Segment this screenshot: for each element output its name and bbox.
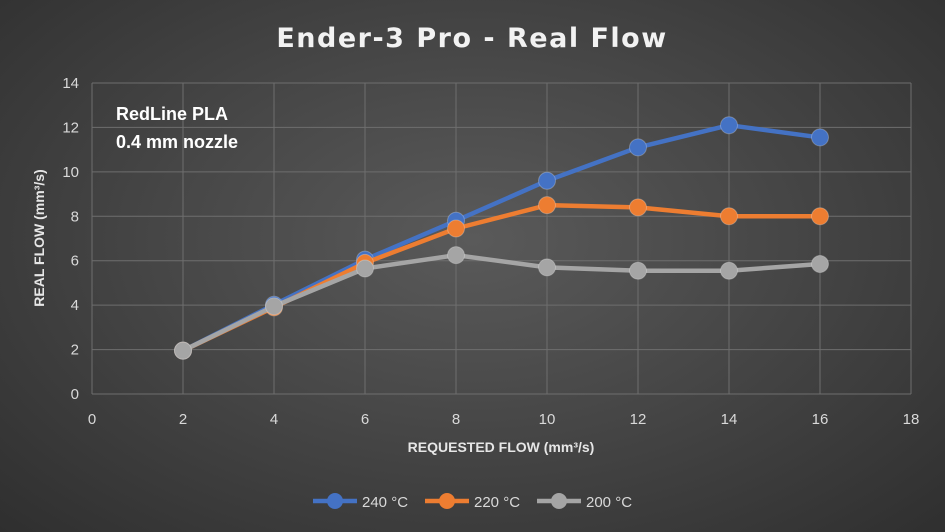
x-tick-label: 12 — [630, 411, 647, 428]
legend-marker — [327, 493, 343, 509]
data-point — [356, 259, 374, 278]
annotation-line-1: RedLine PLA — [116, 104, 228, 124]
series-0 — [174, 116, 829, 360]
data-point — [629, 198, 647, 217]
data-point — [265, 297, 283, 316]
data-point — [811, 207, 829, 226]
annotation: RedLine PLA 0.4 mm nozzle — [116, 104, 238, 152]
data-point — [538, 196, 556, 215]
y-axis-label: REAL FLOW (mm³/s) — [31, 169, 47, 306]
y-tick-label: 14 — [62, 75, 79, 92]
data-point — [538, 258, 556, 277]
x-tick-label: 0 — [88, 411, 96, 428]
data-point — [447, 246, 465, 265]
legend: 240 °C 220 °C 200 °C — [313, 493, 632, 511]
series-line — [180, 122, 823, 353]
x-tick-label: 6 — [361, 411, 369, 428]
data-point — [720, 261, 738, 280]
data-point — [447, 219, 465, 238]
legend-marker — [439, 493, 455, 509]
x-tick-label: 4 — [270, 411, 278, 428]
y-tick-label: 6 — [71, 253, 79, 270]
data-point — [538, 171, 556, 190]
y-tick-label: 4 — [71, 297, 79, 314]
legend-marker — [551, 493, 567, 509]
x-tick-label: 8 — [452, 411, 460, 428]
legend-item-2: 200 °C — [537, 493, 632, 511]
series-lines — [174, 116, 829, 360]
series-line — [180, 252, 823, 353]
x-tick-label: 16 — [812, 411, 829, 428]
gridlines — [91, 82, 912, 395]
axis-ticks: 0 2 4 6 8 10 12 14 0 2 4 6 8 10 12 14 16 18 — [62, 75, 919, 428]
data-point — [629, 138, 647, 157]
data-point — [811, 128, 829, 147]
x-tick-label: 2 — [179, 411, 187, 428]
data-point — [720, 207, 738, 226]
data-point — [629, 261, 647, 280]
x-tick-label: 14 — [721, 411, 738, 428]
legend-item-1: 220 °C — [425, 493, 520, 511]
legend-item-0: 240 °C — [313, 493, 408, 511]
y-tick-label: 0 — [71, 386, 79, 403]
legend-label: 220 °C — [474, 494, 520, 511]
data-point — [720, 116, 738, 135]
legend-label: 240 °C — [362, 494, 408, 511]
y-tick-label: 2 — [71, 342, 79, 359]
data-point — [174, 341, 192, 360]
y-tick-label: 10 — [62, 164, 79, 181]
legend-label: 200 °C — [586, 494, 632, 511]
y-tick-label: 12 — [62, 119, 79, 136]
data-point — [811, 255, 829, 274]
x-tick-label: 18 — [903, 411, 920, 428]
chart-title: Ender-3 Pro - Real Flow — [276, 23, 667, 54]
x-tick-label: 10 — [539, 411, 556, 428]
x-axis-label: REQUESTED FLOW (mm³/s) — [408, 439, 595, 455]
series-2 — [174, 246, 829, 360]
annotation-line-2: 0.4 mm nozzle — [116, 132, 238, 152]
y-tick-label: 8 — [71, 208, 79, 225]
